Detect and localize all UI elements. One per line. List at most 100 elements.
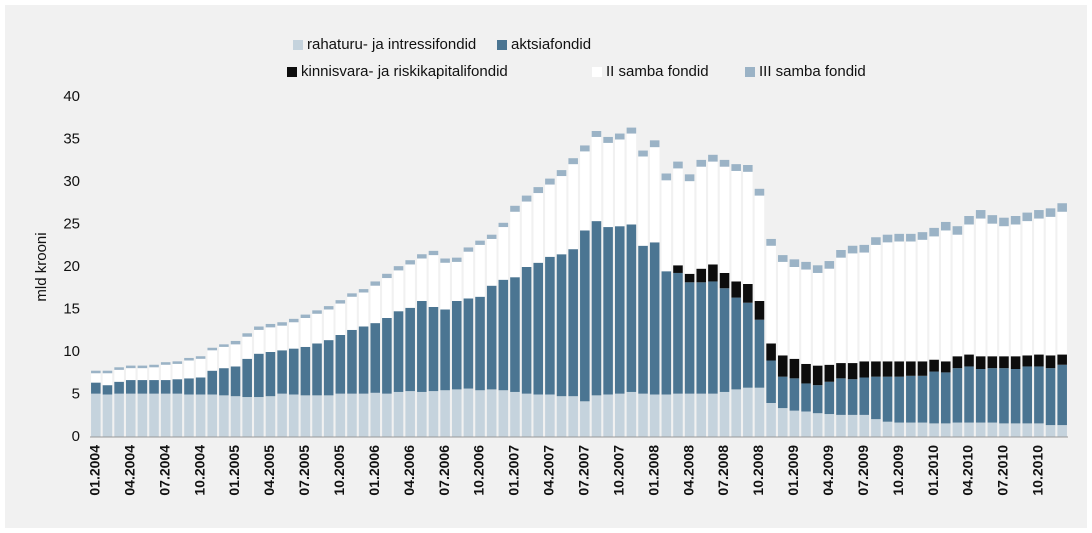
bar-segment <box>673 168 683 266</box>
bar-segment <box>591 395 602 437</box>
bar-segment <box>708 281 718 394</box>
bar-segment <box>428 255 439 307</box>
y-tick-label: 35 <box>63 130 80 147</box>
bar-segment <box>626 391 637 437</box>
bar-segment <box>603 227 613 395</box>
bar-segment <box>638 393 648 437</box>
bar-segment <box>137 368 148 381</box>
bar-segment <box>277 322 287 326</box>
bar-segment <box>521 267 532 394</box>
bar-segment <box>125 380 136 394</box>
bar-segment <box>906 361 916 376</box>
y-tick-label: 25 <box>63 215 80 232</box>
bar-segment <box>638 156 648 246</box>
bar-segment <box>777 255 788 262</box>
bar-segment <box>882 242 893 362</box>
bar-segment <box>882 234 893 243</box>
bar-segment <box>952 356 963 369</box>
legend-swatch <box>287 67 297 77</box>
bar-segment <box>754 188 765 196</box>
bar-segment <box>440 258 450 263</box>
bar-segment <box>428 306 439 392</box>
bar-segment <box>987 215 998 224</box>
bar-segment <box>964 422 974 437</box>
bar-segment <box>743 302 753 388</box>
bar-segment <box>801 269 811 364</box>
bar-segment <box>475 390 485 437</box>
bar-segment <box>812 365 823 386</box>
bar-segment <box>580 401 590 437</box>
bar-segment <box>719 272 730 289</box>
x-tick-label: 10.2008 <box>750 445 766 496</box>
y-tick-label: 15 <box>63 300 80 317</box>
bar-segment <box>847 363 858 380</box>
x-tick-label: 07.2006 <box>436 445 452 496</box>
bar-segment <box>568 249 578 397</box>
bar-segment <box>347 293 357 297</box>
bar-segment <box>626 127 637 134</box>
x-tick-label: 10.2007 <box>610 445 626 496</box>
bar-segment <box>230 340 241 345</box>
legend-swatch <box>745 67 755 77</box>
bar-segment <box>789 267 800 359</box>
bar-segment <box>1045 355 1056 369</box>
bar-segment <box>684 393 695 437</box>
bar-segment <box>719 166 730 273</box>
bar-segment <box>160 362 171 365</box>
bar-segment <box>766 343 776 361</box>
bar-segment <box>486 238 497 286</box>
bar-segment <box>428 391 439 437</box>
x-tick-label: 01.2009 <box>785 445 801 496</box>
bar-segment <box>1010 369 1021 424</box>
x-tick-label: 10.2009 <box>890 445 906 496</box>
bar-segment <box>1045 208 1056 217</box>
bar-segment <box>871 237 881 245</box>
bar-segment <box>475 244 485 297</box>
bar-segment <box>952 234 963 357</box>
bar-segment <box>184 360 194 379</box>
bar-segment <box>405 391 415 437</box>
bar-segment <box>614 139 625 227</box>
bar-segment <box>300 395 311 437</box>
bar-segment <box>102 394 113 437</box>
bar-segment <box>696 282 707 394</box>
bar-segment <box>545 256 555 395</box>
bar-segment <box>731 297 741 390</box>
x-tick-label: 04.2006 <box>401 445 417 496</box>
bar-segment <box>358 289 369 293</box>
x-tick-label: 07.2009 <box>855 445 871 496</box>
bar-segment <box>906 241 916 362</box>
bar-segment <box>358 292 369 327</box>
bar-segment <box>708 154 718 162</box>
bar-segment <box>195 377 206 395</box>
bar-segment <box>580 151 590 231</box>
bar-segment <box>172 363 183 380</box>
bar-segment <box>440 390 450 437</box>
bar-segment <box>114 367 124 370</box>
bar-segment <box>556 396 567 437</box>
bar-segment <box>347 296 357 330</box>
bar-segment <box>1010 224 1021 357</box>
bar-segment <box>568 158 578 165</box>
bar-segment <box>859 377 870 415</box>
bar-segment <box>288 318 299 323</box>
bar-segment <box>940 361 951 373</box>
bar-segment <box>498 222 509 228</box>
bar-segment <box>812 265 823 273</box>
bar-segment <box>836 250 846 258</box>
bar-segment <box>1034 210 1044 219</box>
bar-segment <box>940 221 951 231</box>
bar-segment <box>149 393 159 437</box>
bar-segment <box>731 281 741 298</box>
bar-segment <box>836 414 846 437</box>
bar-segment <box>172 393 183 437</box>
bar-segment <box>207 394 218 437</box>
bar-segment <box>696 166 707 269</box>
bar-segment <box>859 414 870 437</box>
bar-segment <box>184 357 194 361</box>
bar-segment <box>708 393 718 437</box>
bar-segment <box>871 361 881 377</box>
bar-segment <box>649 147 660 243</box>
bar-segment <box>824 364 835 382</box>
bar-segment <box>230 366 241 397</box>
